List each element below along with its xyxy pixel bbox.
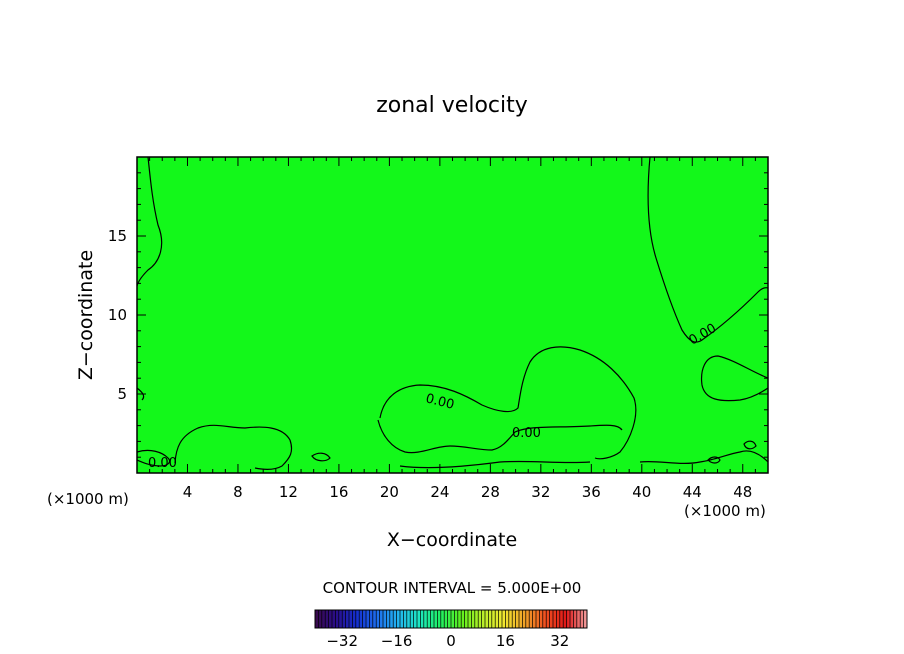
x-tick-label: 4 <box>183 483 193 501</box>
x-unit-left: (×1000 m) <box>47 490 129 508</box>
colorbar-tick-label: 16 <box>496 632 515 650</box>
x-axis: 4 8 12 16 20 24 28 32 36 40 44 48 <box>149 157 756 501</box>
x-tick-label: 36 <box>582 483 601 501</box>
contour-line-small-loop-1 <box>311 452 331 462</box>
y-tick-label: 10 <box>108 306 127 324</box>
y-tick-label: 15 <box>108 227 127 245</box>
x-axis-label: X−coordinate <box>387 529 517 551</box>
contour-line-right-middle <box>700 355 768 402</box>
contour-label-center-lower: 0.00 <box>512 426 541 441</box>
x-tick-label: 20 <box>380 483 399 501</box>
contour-line-bottom-left <box>174 424 293 470</box>
contour-line-small-loop-3 <box>743 440 757 450</box>
chart-title: zonal velocity <box>376 93 528 118</box>
x-tick-label: 16 <box>329 483 348 501</box>
x-unit-right: (×1000 m) <box>684 502 766 520</box>
colorbar-tick-label: 0 <box>446 632 456 650</box>
contour-line-left-edge <box>137 157 163 287</box>
contour-label-center: 0.00 <box>424 391 456 413</box>
x-tick-label: 24 <box>430 483 449 501</box>
x-tick-label: 48 <box>733 483 752 501</box>
contour-line-right-lower <box>639 450 768 465</box>
y-axis: 5 10 15 <box>108 172 768 458</box>
contour-label-left: 0.00 <box>148 456 177 471</box>
contour-line-bottom-mid <box>399 460 591 469</box>
x-tick-label: 12 <box>279 483 298 501</box>
colorbar-tick-label: 32 <box>550 632 569 650</box>
y-axis-label: Z−coordinate <box>75 250 97 380</box>
contour-line-right-upper <box>647 157 768 343</box>
x-tick-label: 32 <box>531 483 550 501</box>
plot-field <box>137 157 768 473</box>
contour-line-bottom-left-small <box>137 449 171 467</box>
contour-line-center-lower <box>377 419 623 454</box>
x-tick-label: 8 <box>233 483 243 501</box>
contour-line-small-loop-2 <box>707 456 721 464</box>
colorbar: −32 −16 0 16 32 <box>314 609 588 650</box>
y-tick-label: 5 <box>117 385 127 403</box>
contour-line-center <box>379 346 637 460</box>
contour-lines <box>137 157 768 470</box>
colorbar-tick-label: −32 <box>326 632 358 650</box>
x-tick-label: 40 <box>632 483 651 501</box>
colorbar-tick-label: −16 <box>381 632 413 650</box>
x-tick-label: 28 <box>481 483 500 501</box>
x-tick-label: 44 <box>683 483 702 501</box>
contour-interval-text: CONTOUR INTERVAL = 5.000E+00 <box>323 579 582 597</box>
